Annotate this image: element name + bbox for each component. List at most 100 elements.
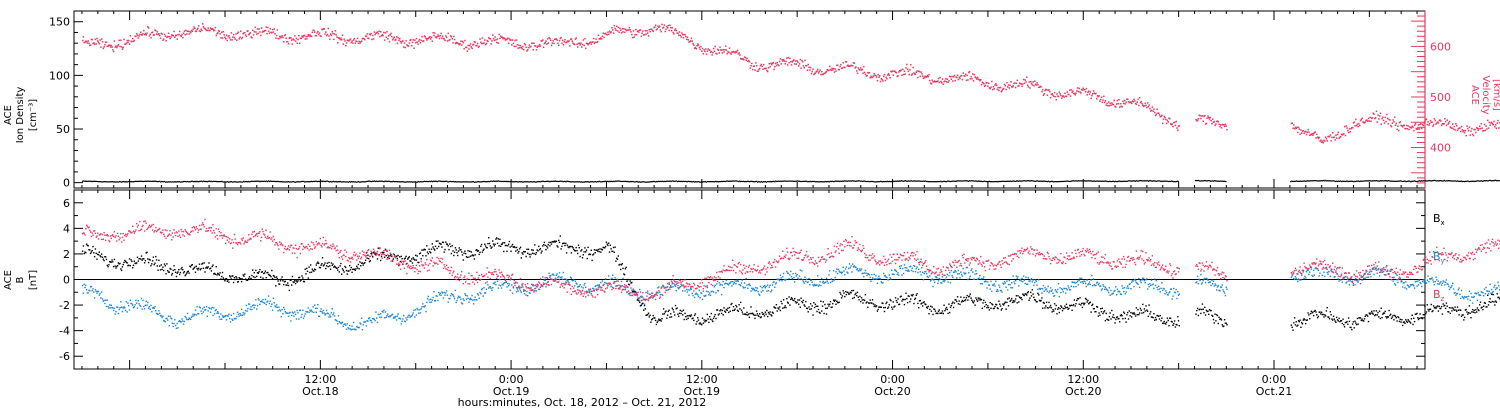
density-point	[1351, 180, 1353, 182]
density-point	[967, 180, 970, 182]
velocity-point	[910, 74, 913, 76]
velocity-point	[906, 68, 909, 70]
density-point	[1154, 180, 1156, 182]
density-point	[230, 181, 232, 183]
velocity-point	[747, 60, 749, 63]
density-point	[1420, 180, 1423, 182]
density-point	[1375, 180, 1377, 182]
density-point	[667, 180, 669, 182]
density-point	[488, 180, 490, 183]
density-point	[532, 181, 534, 183]
density-point	[721, 181, 723, 183]
velocity-point	[187, 30, 190, 32]
velocity-point	[1026, 76, 1028, 78]
density-point	[894, 180, 896, 182]
density-point	[832, 180, 834, 183]
velocity-point	[810, 72, 813, 75]
velocity-point	[1409, 126, 1412, 129]
density-point	[1488, 179, 1490, 182]
density-point	[623, 180, 625, 182]
velocity-point	[1045, 89, 1048, 91]
velocity-point	[684, 33, 686, 36]
velocity-point	[969, 78, 972, 80]
velocity-point	[1344, 134, 1347, 137]
velocity-point	[420, 39, 422, 42]
density-point	[566, 180, 568, 182]
velocity-point	[394, 39, 396, 41]
velocity-point	[1021, 85, 1023, 87]
density-point	[682, 180, 684, 182]
density-point	[208, 180, 210, 182]
density-point	[442, 181, 444, 183]
density-point	[378, 180, 380, 182]
velocity-point	[120, 46, 123, 48]
velocity-point	[356, 40, 358, 43]
density-point	[185, 181, 188, 183]
velocity-point	[1294, 126, 1297, 129]
velocity-point	[763, 67, 766, 70]
density-point	[184, 180, 186, 183]
density-point	[958, 180, 960, 182]
velocity-point	[260, 27, 263, 29]
velocity-point	[1029, 87, 1031, 89]
velocity-point	[473, 40, 476, 43]
velocity-point	[566, 40, 569, 42]
velocity-point	[705, 48, 707, 50]
density-point	[457, 181, 459, 183]
density-point	[267, 181, 269, 183]
velocity-point	[730, 53, 732, 55]
velocity-point	[529, 46, 531, 48]
velocity-point	[551, 42, 554, 44]
velocity-point	[740, 58, 743, 60]
velocity-point	[1312, 134, 1314, 136]
velocity-point	[914, 73, 916, 75]
density-point	[455, 181, 457, 183]
density-point	[1039, 180, 1041, 182]
velocity-point	[317, 30, 319, 33]
velocity-point	[1080, 92, 1082, 94]
density-point	[287, 181, 290, 183]
density-point	[932, 181, 934, 183]
density-point	[727, 180, 729, 182]
velocity-point	[693, 47, 696, 50]
velocity-point	[213, 29, 216, 32]
velocity-point	[387, 38, 389, 40]
density-point	[87, 180, 89, 182]
velocity-point	[329, 33, 332, 35]
density-point	[1137, 180, 1139, 182]
velocity-point	[115, 45, 117, 47]
velocity-point	[470, 46, 473, 48]
density-point	[560, 180, 562, 182]
velocity-point	[1150, 109, 1153, 111]
velocity-point	[857, 67, 860, 69]
density-point	[758, 181, 760, 183]
velocity-point	[565, 41, 568, 44]
density-point	[1439, 180, 1441, 182]
velocity-point	[1004, 85, 1007, 87]
density-point	[807, 180, 809, 183]
density-point	[1456, 180, 1458, 182]
velocity-point	[872, 75, 875, 77]
density-point	[1121, 180, 1123, 183]
density-point	[949, 181, 951, 183]
velocity-point	[89, 44, 92, 46]
density-point	[1437, 180, 1439, 182]
velocity-point	[682, 33, 684, 36]
density-point	[1114, 180, 1116, 182]
density-point	[461, 181, 463, 183]
density-point	[1385, 180, 1387, 182]
velocity-point	[196, 28, 198, 31]
velocity-point	[948, 80, 950, 82]
density-point	[540, 181, 542, 183]
density-point	[866, 180, 868, 182]
density-point	[329, 180, 332, 183]
velocity-point	[1490, 122, 1492, 124]
velocity-point	[335, 34, 337, 36]
velocity-point	[588, 43, 590, 45]
density-point	[242, 181, 244, 183]
velocity-point	[87, 40, 89, 42]
velocity-point	[651, 28, 653, 31]
velocity-point	[736, 49, 739, 52]
density-point	[446, 180, 448, 182]
density-point	[1007, 180, 1010, 182]
